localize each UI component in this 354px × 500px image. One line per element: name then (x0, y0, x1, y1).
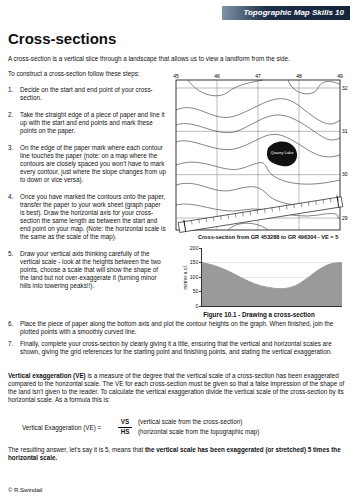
html-text:Finally, complete your cross-s: Finally, complete your cross-section by … (20, 340, 332, 355)
html-text:1.: 1. (8, 86, 14, 93)
svg-text:30: 30 (342, 171, 348, 177)
html-text:6.: 6. (8, 320, 14, 327)
html-text:7.: 7. (8, 340, 14, 347)
svg-text:Cross-section from GR 453288 t: Cross-section from GR 453288 to GR 49630… (198, 234, 338, 240)
html-text:(vertical scale from the cross: (vertical scale from the cross-section) (138, 418, 243, 425)
html-text:Place the piece of paper along: Place the piece of paper along the botto… (20, 320, 334, 335)
svg-text:48: 48 (296, 73, 302, 79)
svg-text:31: 31 (342, 128, 348, 134)
html-text:4.: 4. (8, 193, 14, 200)
html-text:On the edge of the paper mark: On the edge of the paper mark where each… (20, 144, 166, 183)
html-text:Figure 10.1 - Drawing a cross-: Figure 10.1 - Drawing a cross-section (203, 311, 315, 318)
svg-text:metres a.s.l.: metres a.s.l. (183, 264, 188, 289)
svg-text:47: 47 (255, 73, 261, 79)
html-text:Take the straight edge of a pi: Take the straight edge of a piece of pap… (20, 111, 165, 134)
html-text:5.: 5. (8, 250, 14, 257)
html-text:Once you have marked the conto: Once you have marked the contours onto t… (20, 193, 166, 240)
html-text:To construct a cross-section f: To construct a cross-section follow thes… (8, 70, 140, 77)
svg-text:46: 46 (214, 73, 220, 79)
html-text:Cross-sections: Cross-sections (8, 30, 117, 47)
svg-text:150: 150 (190, 259, 199, 265)
html-text:Draw your vertical axis thinki: Draw your vertical axis thinking careful… (20, 250, 161, 289)
svg-text:29: 29 (342, 215, 348, 221)
svg-text:50: 50 (193, 288, 199, 294)
html-text:VS: VS (120, 418, 130, 425)
svg-text:32: 32 (342, 85, 348, 91)
svg-text:200: 200 (190, 245, 199, 251)
svg-text:0: 0 (195, 303, 198, 309)
html-text:Vertical exaggeration (VE) is: Vertical exaggeration (VE) is a measure … (8, 372, 345, 403)
html-text:2.: 2. (8, 111, 14, 118)
html-text:Decide on the start and end po: Decide on the start and end point of you… (20, 86, 153, 101)
html-text:3.: 3. (8, 144, 14, 151)
html-text:Vertical Exaggeration (VE) =: Vertical Exaggeration (VE) = (22, 424, 102, 431)
html-text:HS: HS (120, 428, 130, 435)
svg-text:100: 100 (190, 274, 199, 280)
html-text:© R.Swindail: © R.Swindail (8, 487, 43, 493)
svg-text:Quarry Lake: Quarry Lake (270, 150, 294, 155)
svg-text:45: 45 (173, 73, 179, 79)
html-text:A cross-section is a vertical: A cross-section is a vertical slice thro… (8, 55, 290, 62)
html-text:(horizontal scale from the top: (horizontal scale from the topographic m… (138, 428, 260, 435)
html-text:The resulting answer, let's sa: The resulting answer, let's say it is 5,… (8, 446, 341, 461)
html-text:Topographic Map Skills 10: Topographic Map Skills 10 (243, 8, 344, 17)
svg-text:49: 49 (337, 73, 343, 79)
